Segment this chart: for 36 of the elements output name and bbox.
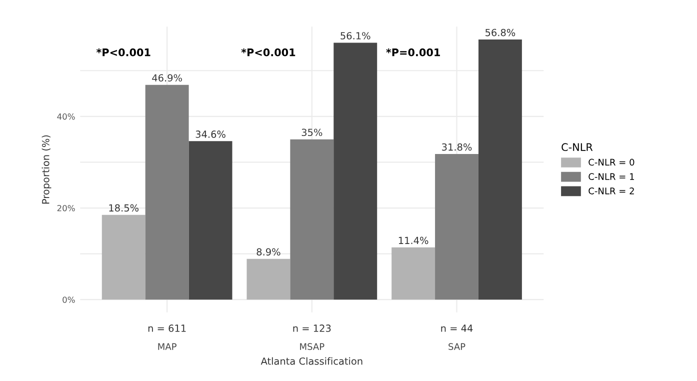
bar (435, 154, 478, 300)
x-axis-title: Atlanta Classification (260, 357, 362, 365)
data-label: 8.9% (256, 248, 280, 256)
legend-label: C-NLR = 1 (588, 173, 634, 180)
data-label: 11.4% (398, 236, 428, 244)
annotation: *P=0.001 (386, 48, 440, 56)
bar (102, 214, 146, 300)
text: n = 611 (148, 324, 186, 332)
y-tick-label: 40% (57, 113, 75, 120)
text: n = 44 (441, 324, 473, 332)
data-label: 46.9% (152, 74, 182, 82)
y-tick-label: 0% (62, 296, 75, 303)
bar (246, 258, 290, 300)
annotation: *P<0.001 (241, 48, 296, 56)
x-tick-label: MAP (158, 343, 176, 350)
bar (478, 39, 522, 300)
data-label: 56.1% (340, 32, 370, 40)
legend-label: C-NLR = 2 (588, 188, 634, 194)
legend-title: C-NLR (562, 143, 593, 152)
y-axis-title: Proportion (%) (42, 135, 52, 204)
data-label: 56.8% (486, 28, 516, 36)
bar (392, 247, 436, 300)
x-tick-label: SAP (448, 343, 466, 350)
bar (145, 84, 189, 300)
data-label: 34.6% (196, 130, 226, 138)
text: n = 123 (293, 324, 331, 332)
data-label: 35% (302, 128, 322, 136)
y-tick-label: 20% (57, 204, 75, 212)
legend-label: C-NLR = 0 (588, 158, 634, 166)
bar (334, 42, 378, 300)
bar (290, 139, 334, 300)
bar (188, 141, 232, 300)
annotation: *P<0.001 (96, 48, 150, 56)
x-tick-label: MSAP (300, 343, 324, 350)
data-label: 31.8% (442, 143, 472, 151)
data-label: 18.5% (109, 204, 139, 212)
